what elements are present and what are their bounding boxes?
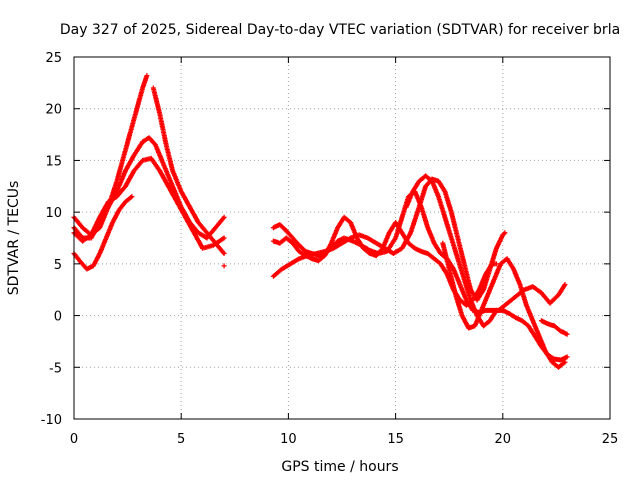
- x-tick-label: 10: [280, 432, 297, 447]
- series-markers: [440, 240, 568, 370]
- x-tick-label: 20: [495, 432, 512, 447]
- chart-title: Day 327 of 2025, Sidereal Day-to-day VTE…: [60, 22, 620, 38]
- series-markers: [221, 263, 227, 269]
- x-tick-label: 25: [602, 432, 619, 447]
- plot-frame: [73, 56, 611, 420]
- x-tick-label: 5: [177, 432, 185, 447]
- y-tick-label: -10: [41, 413, 62, 428]
- data-marks: [71, 73, 570, 370]
- y-tick-label: 10: [45, 206, 62, 221]
- series-markers: [403, 173, 570, 363]
- series-markers: [150, 85, 227, 256]
- x-tick-label: 15: [387, 432, 404, 447]
- y-tick-label: 15: [45, 154, 62, 169]
- series-markers: [538, 318, 570, 337]
- series-track-k: [538, 318, 570, 337]
- series-track-i: [403, 173, 570, 363]
- series-markers: [71, 73, 150, 238]
- y-tick-label: -5: [49, 361, 62, 376]
- series-track-j: [440, 240, 568, 370]
- series-track-a: [71, 73, 150, 238]
- axis-ticks: 0 5 10 15 20 25 -10 -5 0 5 10 15 20 25: [41, 51, 619, 447]
- series-track-b: [150, 85, 227, 256]
- series-isolated: [221, 263, 227, 269]
- y-tick-label: 0: [54, 310, 62, 325]
- y-tick-label: 5: [54, 258, 62, 273]
- series-track-h: [270, 176, 508, 303]
- y-axis-label: SDTVAR / TECUs: [6, 181, 22, 296]
- series-markers: [270, 176, 508, 303]
- x-axis-label: GPS time / hours: [281, 459, 398, 475]
- x-tick-label: 0: [70, 432, 78, 447]
- y-tick-label: 25: [45, 51, 62, 66]
- y-tick-label: 20: [45, 103, 62, 118]
